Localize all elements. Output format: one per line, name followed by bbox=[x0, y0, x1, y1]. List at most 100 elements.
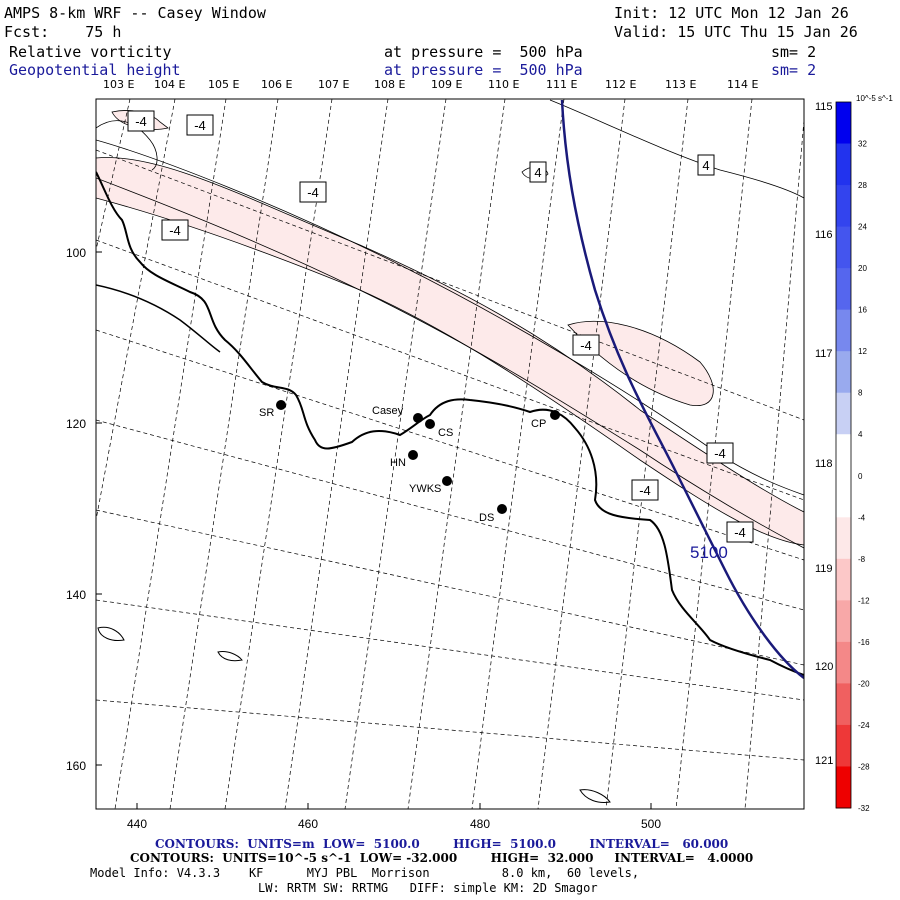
station-label: YWKS bbox=[409, 483, 441, 495]
top-lon-label: 104 E bbox=[154, 78, 186, 91]
y-tick-label: 160 bbox=[66, 759, 86, 773]
colorbar-tick-label: 0 bbox=[858, 472, 863, 481]
vorticity-label: 4 bbox=[534, 165, 541, 180]
coastline bbox=[96, 284, 221, 353]
y-tick-label: 140 bbox=[66, 588, 86, 602]
island bbox=[97, 626, 125, 641]
station-label: DS bbox=[479, 512, 494, 524]
x-tick-label: 500 bbox=[641, 817, 661, 831]
vorticity-label: 4 bbox=[702, 158, 709, 173]
vorticity-label: -4 bbox=[639, 483, 651, 498]
geopotential-contour-5100 bbox=[560, 99, 804, 679]
top-lon-label: 107 E bbox=[318, 78, 350, 91]
x-tick-label: 440 bbox=[127, 817, 147, 831]
colorbar-tick-label: -24 bbox=[858, 721, 870, 730]
footer-contours-vorticity: CONTOURS: UNITS=10^-5 s^-1 LOW= -32.000 … bbox=[130, 851, 754, 865]
init-time: Init: 12 UTC Mon 12 Jan 26 bbox=[614, 4, 849, 22]
field2-name: Geopotential height bbox=[9, 61, 181, 79]
colorbar-swatch bbox=[836, 351, 851, 394]
colorbar-tick-label: -12 bbox=[858, 596, 870, 605]
station-marker bbox=[408, 450, 418, 460]
x-tick-label: 480 bbox=[470, 817, 490, 831]
station-label: SR bbox=[259, 407, 274, 419]
colorbar-tick-label: 28 bbox=[858, 181, 867, 190]
colorbar-tick-label: 32 bbox=[858, 140, 867, 149]
vorticity-contour bbox=[96, 139, 804, 496]
colorbar-swatch bbox=[836, 185, 851, 228]
forecast-hour: Fcst: 75 h bbox=[4, 23, 122, 41]
geopotential-label: 5100 bbox=[690, 543, 728, 562]
vorticity-label: -4 bbox=[714, 446, 726, 461]
field1-name: Relative vorticity bbox=[9, 43, 172, 61]
y-tick-label: 120 bbox=[66, 417, 86, 431]
vorticity-label: -4 bbox=[734, 525, 746, 540]
top-lon-label: 111 E bbox=[546, 78, 578, 91]
colorbar-swatch bbox=[836, 434, 851, 477]
colorbar-tick-label: 8 bbox=[858, 389, 863, 398]
top-lon-label: 106 E bbox=[261, 78, 293, 91]
vorticity-label: -4 bbox=[580, 338, 592, 353]
top-lon-label: 110 E bbox=[488, 78, 520, 91]
top-lon-label: 114 E bbox=[727, 78, 759, 91]
colorbar-swatch bbox=[836, 268, 851, 311]
plot-frame bbox=[95, 98, 805, 810]
station-marker bbox=[442, 476, 452, 486]
colorbar-tick-label: 20 bbox=[858, 264, 867, 273]
colorbar-tick-label: -4 bbox=[858, 513, 866, 522]
colorbar-swatch bbox=[836, 143, 851, 186]
y-tick-label: 100 bbox=[66, 246, 86, 260]
top-lon-label: 113 E bbox=[665, 78, 697, 91]
colorbar-swatch bbox=[836, 766, 851, 809]
top-lon-label: 112 E bbox=[605, 78, 637, 91]
colorbar-swatch bbox=[836, 392, 851, 435]
top-lon-label: 103 E bbox=[103, 78, 135, 91]
colorbar-tick-label: -8 bbox=[858, 555, 866, 564]
colorbar-unit: 10^-5 s^-1 bbox=[856, 94, 893, 103]
vorticity-label: -4 bbox=[169, 223, 181, 238]
colorbar-tick-label: 16 bbox=[858, 306, 867, 315]
station-label: Casey bbox=[372, 405, 404, 417]
top-lon-label: 109 E bbox=[431, 78, 463, 91]
vorticity-label: -4 bbox=[135, 114, 147, 129]
station-marker bbox=[276, 400, 286, 410]
station-marker bbox=[497, 504, 507, 514]
footer-contours-height: CONTOURS: UNITS=m LOW= 5100.0 HIGH= 5100… bbox=[155, 837, 729, 851]
field1-smoothing: sm= 2 bbox=[771, 43, 817, 61]
footer-model-info: Model Info: V4.3.3 KF MYJ PBL Morrison 8… bbox=[90, 866, 640, 880]
top-lon-label: 105 E bbox=[208, 78, 240, 91]
x-tick-label: 460 bbox=[298, 817, 318, 831]
colorbar-swatch bbox=[836, 558, 851, 601]
field2-level: at pressure = 500 hPa bbox=[384, 61, 583, 79]
colorbar-swatch bbox=[836, 517, 851, 560]
valid-time: Valid: 15 UTC Thu 15 Jan 26 bbox=[614, 23, 858, 41]
vorticity-contour bbox=[96, 177, 804, 549]
island bbox=[579, 789, 611, 803]
colorbar-swatch bbox=[836, 600, 851, 643]
top-lon-label: 108 E bbox=[374, 78, 406, 91]
colorbar-tick-label: -28 bbox=[858, 762, 870, 771]
colorbar-tick-label: -16 bbox=[858, 638, 870, 647]
colorbar: 32 28 24 20 16 12 8 4 0 -4 -8 -12 -16 -20 -24 -28 -32 bbox=[835, 101, 870, 813]
plot-title: AMPS 8-km WRF -- Casey Window bbox=[4, 4, 266, 22]
colorbar-swatch bbox=[836, 683, 851, 726]
station-marker bbox=[413, 413, 423, 423]
colorbar-tick-label: 12 bbox=[858, 347, 867, 356]
station-marker bbox=[550, 410, 560, 420]
colorbar-tick-label: -20 bbox=[858, 679, 870, 688]
vorticity-contour bbox=[549, 99, 804, 199]
vorticity-label: -4 bbox=[194, 118, 206, 133]
vorticity-contour bbox=[96, 120, 158, 171]
colorbar-swatch bbox=[836, 309, 851, 352]
vorticity-label: -4 bbox=[307, 185, 319, 200]
colorbar-swatch bbox=[836, 226, 851, 269]
station-label: HN bbox=[390, 457, 406, 469]
island bbox=[217, 651, 243, 662]
colorbar-swatch bbox=[836, 475, 851, 518]
station-label: CS bbox=[438, 427, 453, 439]
colorbar-swatch bbox=[836, 641, 851, 684]
station-marker bbox=[425, 419, 435, 429]
colorbar-tick-label: 24 bbox=[858, 223, 867, 232]
field2-smoothing: sm= 2 bbox=[771, 61, 817, 79]
station-label: CP bbox=[531, 418, 546, 430]
